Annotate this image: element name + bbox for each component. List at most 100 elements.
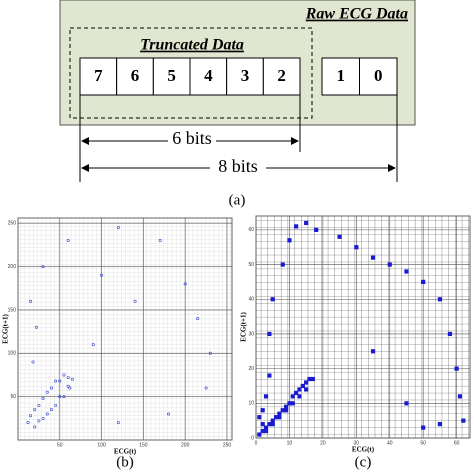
y-tick-label: 200 <box>8 264 17 270</box>
point <box>66 376 70 380</box>
bit-diagram: Raw ECG Data Truncated Data 6 bits 8 bit… <box>59 0 416 208</box>
bit-cell <box>226 57 264 96</box>
point <box>370 255 376 260</box>
point <box>263 428 269 434</box>
point <box>280 408 285 413</box>
y-tick-label: 50 <box>10 394 16 400</box>
x-tick-label: 40 <box>387 440 393 446</box>
point <box>454 366 459 371</box>
point <box>158 239 162 243</box>
bit-label: 4 <box>204 66 213 85</box>
point <box>283 404 289 409</box>
point <box>34 325 38 329</box>
point <box>33 425 37 429</box>
point <box>267 331 272 337</box>
plot-area <box>17 217 233 441</box>
point <box>270 422 275 427</box>
point <box>66 239 70 243</box>
y-tick-label: 250 <box>8 221 17 227</box>
point <box>49 408 53 412</box>
point <box>100 273 104 277</box>
point <box>337 234 342 239</box>
point <box>387 262 392 267</box>
point <box>283 408 289 413</box>
bit-cell <box>116 57 154 96</box>
bit-label: 6 <box>131 66 140 85</box>
bit-label: 1 <box>337 66 346 85</box>
bit-cell <box>189 57 228 96</box>
x-tick-label: 60 <box>454 440 460 446</box>
y-axis-label: ECG(t+1) <box>2 314 10 344</box>
point <box>370 349 376 354</box>
point <box>437 297 443 302</box>
point <box>54 403 58 407</box>
point <box>310 376 315 382</box>
x-tick-label: 10 <box>287 440 293 446</box>
point <box>277 411 282 416</box>
y-tick-label: 10 <box>248 401 254 407</box>
point <box>62 373 66 377</box>
point <box>287 401 292 406</box>
point <box>116 226 120 230</box>
point <box>457 394 463 399</box>
point <box>196 317 200 321</box>
y-tick-label: 150 <box>8 307 17 313</box>
point <box>29 299 33 303</box>
bit-cell <box>321 57 360 96</box>
point <box>257 415 262 420</box>
point <box>297 394 302 399</box>
point <box>208 351 212 355</box>
x-tick-label: 30 <box>354 440 360 446</box>
bit-label: 3 <box>241 66 250 85</box>
x-tick-label: 100 <box>97 442 106 448</box>
point <box>260 428 265 434</box>
y-tick-label: 0 <box>251 435 254 441</box>
plot-area <box>255 215 471 439</box>
point <box>421 279 426 285</box>
y-axis-label: ECG(t+1) <box>240 312 248 342</box>
point <box>461 418 466 423</box>
x-tick-label: 20 <box>320 440 326 446</box>
point <box>49 386 53 390</box>
point <box>304 387 309 392</box>
point <box>257 432 262 437</box>
caption: (a) <box>229 192 246 208</box>
point <box>404 269 409 274</box>
point <box>41 396 45 400</box>
truncated-label: Truncated Data <box>140 37 244 54</box>
x-tick-label: 250 <box>223 442 232 448</box>
point <box>287 238 292 243</box>
point <box>277 415 282 420</box>
point <box>267 373 272 378</box>
truncated-box <box>69 27 313 119</box>
point <box>297 387 302 392</box>
point <box>263 425 269 430</box>
point <box>314 227 319 232</box>
caption: (b) <box>116 454 134 470</box>
bit-cell <box>152 57 191 96</box>
y-tick-label: 60 <box>248 227 254 233</box>
point <box>66 384 70 388</box>
point <box>29 414 33 418</box>
bit-cell <box>262 57 301 96</box>
point <box>116 421 120 425</box>
point <box>270 418 275 423</box>
point <box>447 331 453 337</box>
point <box>260 422 265 427</box>
point <box>91 343 95 347</box>
point <box>58 395 62 399</box>
short-span: 6 bits <box>172 128 212 148</box>
point <box>133 299 137 303</box>
point <box>300 383 305 389</box>
point <box>183 282 187 286</box>
point <box>58 379 62 383</box>
long-span: 8 bits <box>218 156 258 176</box>
point <box>354 245 359 250</box>
y-tick-label: 50 <box>248 262 254 268</box>
point <box>31 360 35 364</box>
bit-cell <box>79 57 118 96</box>
point <box>41 265 45 269</box>
x-tick-label: 50 <box>57 442 63 448</box>
point <box>37 403 41 407</box>
